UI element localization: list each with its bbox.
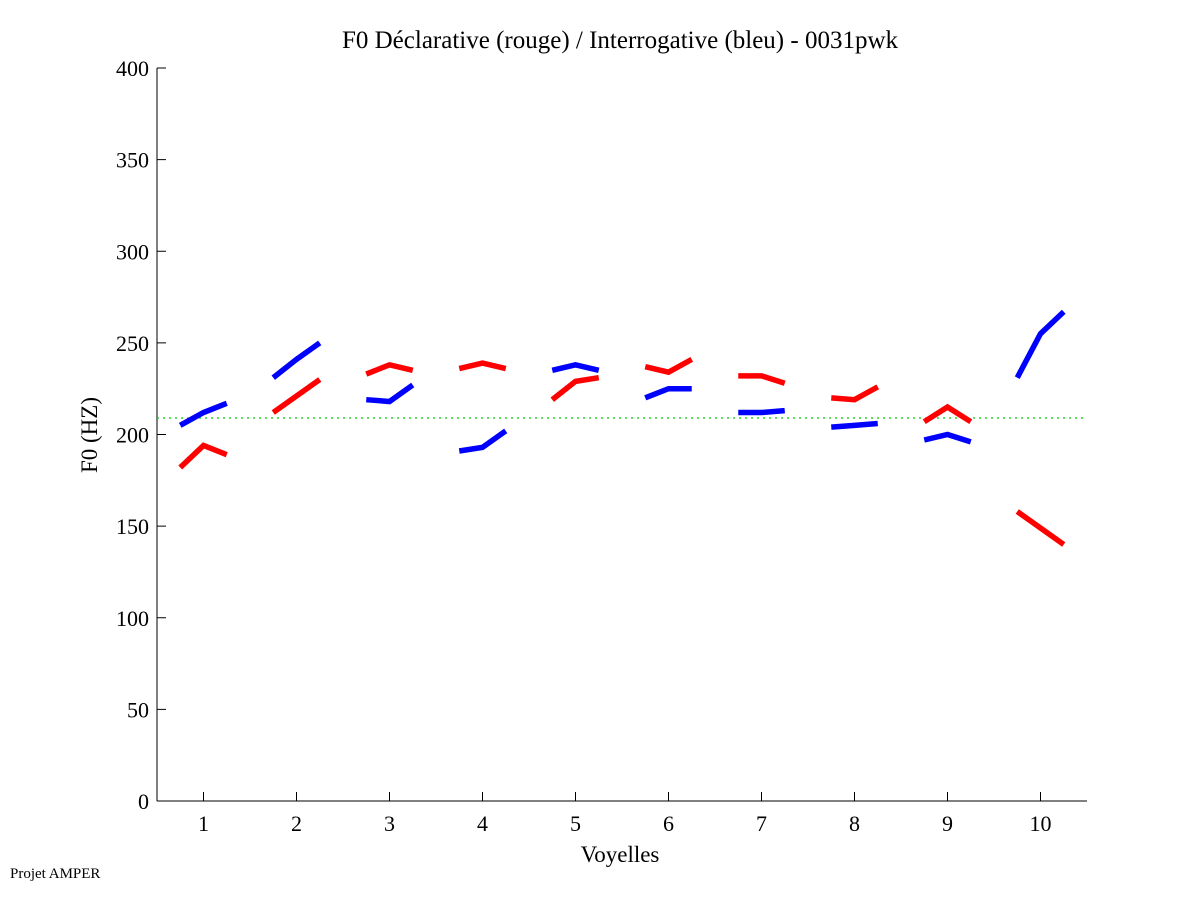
plot-area: 0 50 100 150 200 250 300 350 400 1 2 3 4 5 6 7 8 9 10 [116,56,1087,836]
y-axis-label: F0 (HZ) [77,397,102,473]
declarative-segment-vowel-9 [922,403,973,424]
y-tick-label: 100 [116,606,149,631]
x-axis-label: Voyelles [581,842,660,867]
interrogative-segment-vowel-2 [271,340,322,380]
declarative-segment-vowel-6 [644,356,694,376]
declarative-segment-vowel-1 [178,442,228,470]
y-tick-label: 400 [116,56,149,81]
y-tick-label: 350 [116,148,149,173]
x-tick-label: 1 [198,811,209,836]
interrogative-segment-vowel-5 [551,362,600,374]
footer-label: Projet AMPER [10,866,100,882]
x-tick-label: 2 [291,811,302,836]
x-tick-label: 5 [570,811,581,836]
y-tick-label: 0 [138,789,149,814]
y-tick-label: 200 [116,423,149,448]
declarative-segment-vowel-10 [1015,509,1066,547]
x-tick-label: 7 [756,811,767,836]
y-tick-label: 150 [116,514,149,539]
declarative-segment-vowel-5 [550,374,600,402]
y-tick-label: 300 [116,239,149,264]
interrogative-segment-vowel-8 [831,420,878,430]
x-tick-label: 3 [384,811,395,836]
declarative-segment-vowel-7 [738,373,786,386]
y-tick-label: 50 [127,697,149,722]
x-tick-label: 4 [477,811,488,836]
declarative-segment-vowel-2 [271,377,322,415]
x-tick-label: 10 [1030,811,1052,836]
x-tick-label: 6 [663,811,674,836]
x-tick-label: 8 [849,811,860,836]
interrogative-segment-vowel-6 [644,385,692,401]
declarative-segment-vowel-3 [365,361,414,377]
declarative-segment-vowel-4 [458,360,507,372]
y-tick-label: 250 [116,331,149,356]
interrogative-segment-vowel-3 [366,382,415,405]
interrogative-segment-vowel-1 [178,400,228,428]
interrogative-segment-vowel-7 [738,407,785,416]
interrogative-segment-vowel-4 [458,428,508,454]
interrogative-segment-vowel-10 [1014,309,1066,379]
x-tick-label: 9 [942,811,953,836]
declarative-segment-vowel-8 [831,384,880,403]
chart-title: F0 Déclarative (rouge) / Interrogative (… [342,27,899,54]
interrogative-segment-vowel-9 [923,431,972,445]
